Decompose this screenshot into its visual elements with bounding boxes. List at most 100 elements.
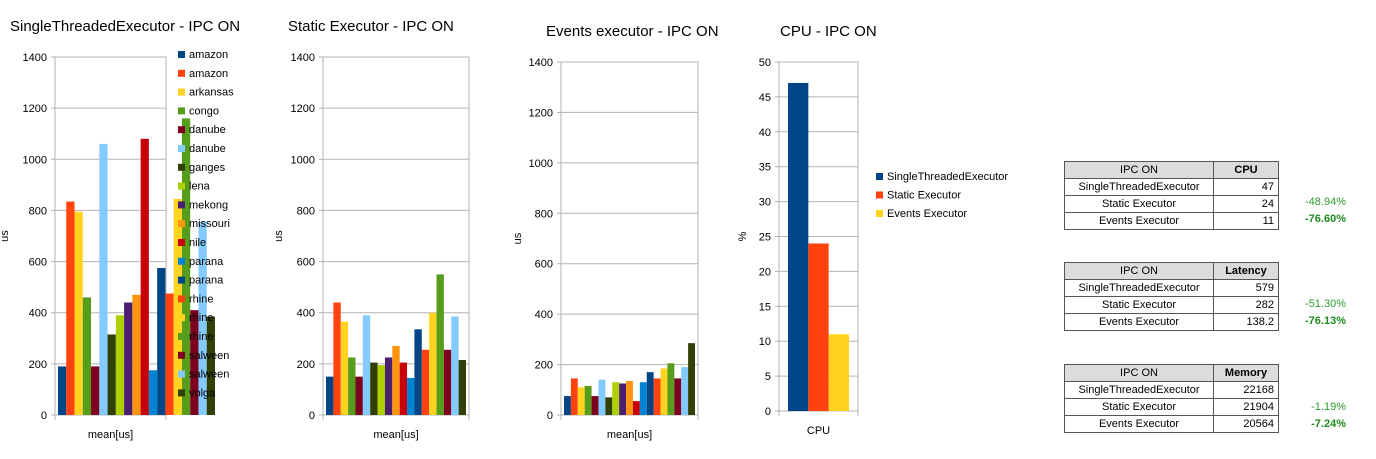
- plot-frame: [560, 61, 699, 416]
- table-header-cell: IPC ON: [1064, 262, 1214, 280]
- legend-swatch: [876, 210, 883, 217]
- bar: [646, 372, 654, 415]
- legend-swatch: [178, 389, 185, 397]
- table-header-cell: Latency: [1213, 262, 1279, 280]
- bar: [362, 315, 371, 415]
- y-axis-label: us: [512, 232, 524, 244]
- bar: [384, 357, 393, 415]
- legend-label: salween: [189, 369, 229, 381]
- legend-swatch: [178, 333, 185, 340]
- y-tick-label: 35: [759, 162, 771, 174]
- bar: [370, 362, 378, 415]
- chart-title: SingleThreadedExecutor - IPC ON: [10, 18, 240, 35]
- table-cell-label: SingleThreadedExecutor: [1064, 178, 1214, 196]
- y-tick-label: 30: [759, 197, 771, 209]
- bar: [619, 383, 627, 415]
- bar: [74, 211, 83, 415]
- table-row: Events Executor 11: [1064, 212, 1279, 230]
- table-row: Events Executor 20564: [1064, 415, 1279, 433]
- table-header-row: IPC ON CPU: [1064, 161, 1279, 179]
- legend-label: parana: [189, 275, 224, 287]
- y-tick-label: 0: [547, 410, 553, 422]
- chart-title: Static Executor - IPC ON: [288, 18, 454, 35]
- bar: [451, 316, 459, 415]
- y-tick-label: 200: [297, 359, 315, 371]
- bar: [165, 293, 174, 415]
- bar: [577, 387, 585, 415]
- y-tick-label: 1000: [23, 154, 47, 166]
- y-tick-label: 1000: [291, 154, 315, 166]
- y-tick-label: 400: [29, 308, 47, 320]
- y-tick-label: 0: [765, 406, 771, 418]
- change-value: -7.24%: [1311, 418, 1346, 430]
- legend-swatch: [178, 145, 185, 152]
- legend-label: rhine: [189, 331, 213, 343]
- bar: [355, 376, 363, 415]
- table-cell-label: Static Executor: [1064, 296, 1214, 314]
- bar: [99, 143, 108, 415]
- y-tick-label: 800: [535, 208, 553, 220]
- table-header-row: IPC ON Latency: [1064, 262, 1279, 280]
- table-header-row: IPC ON Memory: [1064, 364, 1279, 382]
- bar: [377, 365, 385, 415]
- legend-label: congo: [189, 105, 219, 117]
- bar: [348, 357, 356, 415]
- legend-label: mekong: [189, 199, 228, 211]
- bar: [82, 297, 92, 415]
- legend-swatch: [178, 201, 185, 209]
- legend-label: missouri: [189, 218, 230, 230]
- legend-label: arkansas: [189, 87, 234, 99]
- table-cell-label: SingleThreadedExecutor: [1064, 381, 1214, 399]
- y-tick-label: 5: [765, 371, 771, 383]
- legend-swatch: [178, 276, 185, 284]
- y-tick-label: 1000: [529, 158, 553, 170]
- bar: [808, 243, 829, 411]
- legend-label: danube: [189, 143, 226, 155]
- legend-label: volga: [189, 387, 216, 399]
- legend-swatch: [178, 182, 185, 190]
- y-tick-label: 1400: [291, 52, 315, 64]
- bar: [66, 201, 75, 415]
- y-tick-label: 400: [297, 308, 315, 320]
- legend-swatch: [178, 51, 185, 58]
- change-value: -51.30%: [1305, 298, 1346, 310]
- memory-table: IPC ON Memory SingleThreadedExecutor 221…: [1064, 364, 1279, 433]
- bar: [414, 329, 422, 415]
- y-tick-label: 10: [759, 336, 771, 348]
- legend-swatch: [178, 69, 185, 77]
- legend-swatch: [178, 107, 185, 115]
- table-cell-value: 47: [1213, 178, 1279, 196]
- legend-label: danube: [189, 124, 226, 136]
- y-axis-label: us: [0, 230, 11, 242]
- bar: [58, 366, 67, 415]
- y-tick-label: 15: [759, 301, 771, 313]
- table-row: SingleThreadedExecutor 579: [1064, 279, 1279, 297]
- bar: [107, 334, 116, 415]
- legend-swatch: [178, 370, 185, 378]
- bar: [828, 334, 849, 411]
- bar: [326, 376, 334, 415]
- bar: [626, 380, 633, 415]
- chart-title: CPU - IPC ON: [780, 23, 877, 40]
- bar: [340, 321, 349, 415]
- table-cell-value: 282: [1213, 296, 1279, 314]
- bar: [157, 267, 166, 415]
- bar: [605, 397, 613, 415]
- y-tick-label: 800: [29, 205, 47, 217]
- table-cell-value: 21904: [1213, 398, 1279, 416]
- table-header-cell: Memory: [1213, 364, 1279, 382]
- legend-label: nile: [189, 237, 206, 249]
- legend-swatch: [178, 239, 185, 246]
- bar: [688, 343, 695, 415]
- x-axis-label: mean[us]: [88, 429, 133, 441]
- table-header-cell: IPC ON: [1064, 364, 1214, 382]
- table-cell-label: Events Executor: [1064, 212, 1214, 230]
- bar: [429, 312, 437, 415]
- bar: [91, 366, 100, 415]
- legend-label: ganges: [189, 162, 226, 174]
- y-tick-label: 50: [759, 57, 771, 69]
- bar: [190, 310, 199, 415]
- bar: [584, 386, 592, 415]
- table-cell-value: 22168: [1213, 381, 1279, 399]
- y-axis-label: %: [737, 231, 749, 241]
